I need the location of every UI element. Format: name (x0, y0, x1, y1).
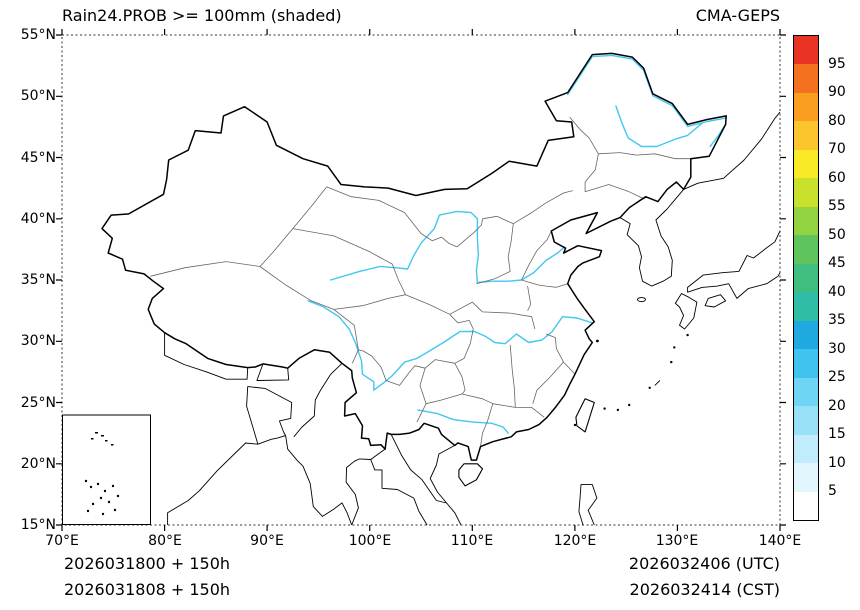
plot-frame (61, 34, 781, 526)
india-myanmar-border (293, 362, 343, 438)
hainan-island (458, 463, 484, 487)
rivers (307, 54, 727, 434)
colorbar-segment (794, 206, 818, 236)
nepal-border (164, 332, 249, 380)
colorbar-label: 45 (828, 255, 846, 271)
colorbar-segment (794, 320, 818, 350)
songhua-river (615, 105, 703, 148)
colorbar-segment (794, 263, 818, 293)
lon-tick-label: 120°E (553, 533, 597, 549)
amur-river (567, 54, 727, 128)
myanmar-laos-border (370, 448, 386, 460)
colorbar-segment (794, 377, 818, 407)
inset-islands (84, 432, 120, 516)
colorbar-segment (794, 149, 818, 179)
korea-coast (619, 189, 684, 287)
lon-tick-label: 130°E (655, 533, 699, 549)
colorbar-label: 20 (828, 398, 846, 414)
valid-time-utc: 2026032406 (UTC) (628, 554, 780, 573)
colorbar-segment (794, 36, 818, 65)
thailand-borders (345, 458, 428, 526)
colorbar-label: 40 (828, 284, 846, 300)
init-time-cst: 2026031808 + 150h (64, 580, 231, 599)
colorbar-segment (794, 292, 818, 321)
laos-vietnam-border (390, 434, 447, 504)
colorbar-segment (794, 491, 818, 520)
colorbar-label: 25 (828, 369, 846, 385)
lat-tick-label: 40°N (20, 211, 56, 227)
figure-title: Rain24.PROB >= 100mm (shaded) (62, 6, 342, 25)
colorbar-label: 55 (828, 198, 846, 214)
bay-of-bengal-coast (167, 435, 353, 526)
model-label: CMA-GEPS (695, 6, 780, 25)
lon-tick-label: 100°E (348, 533, 392, 549)
lon-tick-label: 140°E (758, 533, 802, 549)
colorbar-segment (794, 434, 818, 464)
yellow-river (330, 210, 566, 284)
honshu-coast (687, 230, 781, 299)
colorbar-label: 95 (828, 56, 846, 72)
colorbar-label: 30 (828, 341, 846, 357)
colorbar-segment (794, 406, 818, 435)
lat-tick-label: 45°N (20, 150, 56, 166)
colorbar-segment (794, 235, 818, 264)
bhutan-border (256, 363, 290, 381)
province-borders (150, 116, 691, 447)
jeju-island (637, 297, 646, 303)
lat-tick-label: 50°N (20, 88, 56, 104)
lat-tick-label: 55°N (20, 27, 56, 43)
lat-tick-label: 30°N (20, 333, 56, 349)
init-time-utc: 2026031800 + 150h (64, 554, 231, 573)
colorbar-segment (794, 64, 818, 93)
kyushu-coast (674, 293, 698, 330)
national-borders (101, 52, 727, 487)
lon-tick-label: 90°E (250, 533, 284, 549)
lon-tick-label: 110°E (450, 533, 494, 549)
colorbar-segment (794, 121, 818, 150)
lat-tick-label: 15°N (20, 517, 56, 533)
valid-time-cst: 2026032414 (CST) (629, 580, 780, 599)
colorbar-label: 60 (828, 170, 846, 186)
lat-tick-label: 20°N (20, 456, 56, 472)
china-outline (101, 52, 727, 461)
inset-map (62, 414, 151, 525)
russia-coast (683, 111, 781, 190)
colorbar-segment (794, 178, 818, 207)
colorbar-label: 5 (828, 483, 837, 499)
bangladesh-border (246, 386, 293, 445)
okinawa-island (654, 380, 661, 386)
shikoku-coast (704, 294, 727, 308)
colorbar-label: 35 (828, 312, 846, 328)
lon-tick-label: 70°E (45, 533, 79, 549)
tick-marks (56, 29, 786, 531)
vietnam-coast (429, 445, 462, 526)
luzon-coast (578, 484, 598, 526)
ryukyu-islands (573, 333, 689, 427)
colorbar-label: 70 (828, 141, 846, 157)
inset-frame (62, 414, 151, 525)
colorbar-label: 15 (828, 426, 846, 442)
lon-tick-label: 80°E (148, 533, 182, 549)
coastlines (164, 111, 781, 526)
lat-tick-label: 25°N (20, 395, 56, 411)
colorbar-segment (794, 92, 818, 122)
taiwan-island (575, 398, 595, 433)
colorbar-label: 10 (828, 455, 846, 471)
pearl-river (417, 409, 509, 434)
colorbar-label: 50 (828, 227, 846, 243)
lat-tick-label: 35°N (20, 272, 56, 288)
colorbar-segment (794, 463, 818, 492)
colorbar-label: 80 (828, 113, 846, 129)
colorbar-label: 90 (828, 84, 846, 100)
colorbar (793, 35, 819, 521)
map-canvas (56, 29, 786, 531)
colorbar-segment (794, 349, 818, 378)
yangtze-river (307, 300, 593, 391)
